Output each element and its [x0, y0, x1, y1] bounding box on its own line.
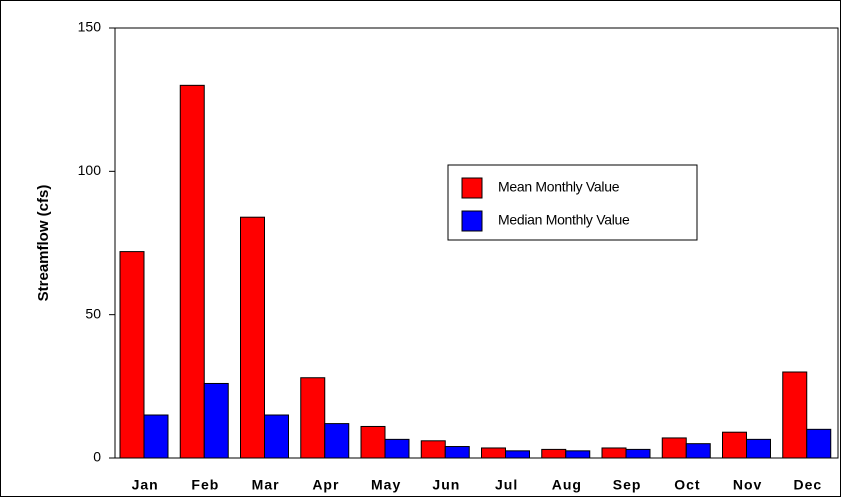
x-tick-label: Aug: [552, 477, 582, 493]
y-tick-label: 100: [78, 162, 102, 178]
bar: [565, 450, 591, 459]
bar: [685, 443, 711, 459]
bar: [806, 428, 832, 459]
x-tick-label: Apr: [312, 477, 339, 493]
legend-label: Mean Monthly Value: [498, 179, 620, 195]
bar: [782, 371, 808, 459]
y-tick-label: 50: [85, 305, 101, 321]
x-tick-label: Sep: [613, 477, 642, 493]
plot-border: [114, 27, 839, 459]
bar: [119, 251, 145, 459]
bar: [420, 440, 446, 459]
y-axis-label: Streamflow (cfs): [35, 185, 52, 302]
legend-swatch: [461, 177, 483, 199]
legend-label: Median Monthly Value: [498, 212, 630, 228]
bar: [661, 437, 687, 459]
bar: [324, 423, 350, 459]
x-tick-label: May: [371, 477, 401, 493]
legend-swatch: [461, 210, 483, 232]
x-tick-label: Feb: [191, 477, 219, 493]
bar: [746, 438, 771, 459]
x-tick-label: Mar: [252, 477, 280, 493]
bar: [240, 216, 265, 459]
bar: [481, 447, 506, 459]
x-tick-label: Dec: [794, 477, 823, 493]
legend-box: [447, 164, 698, 241]
bar: [360, 425, 386, 459]
bar: [722, 431, 747, 459]
bar: [625, 448, 651, 459]
bar: [444, 446, 470, 459]
bar: [505, 450, 530, 459]
y-tick-label: 0: [93, 449, 101, 465]
x-tick-label: Oct: [674, 477, 700, 493]
x-tick-label: Jun: [432, 477, 460, 493]
bar: [300, 377, 326, 459]
x-tick-label: Nov: [733, 477, 762, 493]
x-tick-label: Jul: [495, 477, 518, 493]
bar: [264, 414, 289, 459]
bar: [541, 448, 567, 459]
bar: [203, 382, 229, 459]
bar: [601, 447, 627, 459]
bar: [143, 414, 169, 459]
y-tick-label: 150: [78, 19, 102, 35]
x-tick-label: Jan: [132, 477, 159, 493]
bar: [179, 84, 205, 459]
bar: [384, 438, 410, 459]
